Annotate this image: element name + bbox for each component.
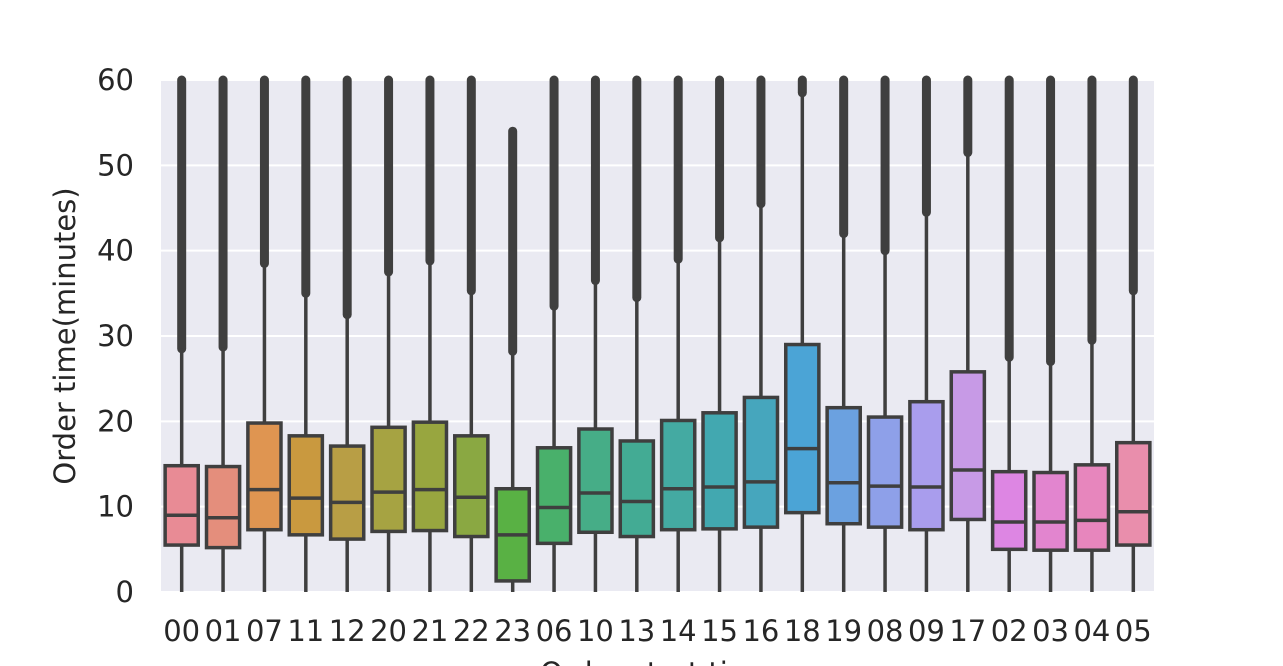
x-tick-label: 02 (991, 614, 1028, 648)
x-tick-label: 03 (1032, 614, 1069, 648)
x-tick-label: 04 (1073, 614, 1110, 648)
iqr-box (1115, 440, 1152, 547)
x-tick-label: 22 (453, 614, 490, 648)
x-tick-label: 08 (867, 614, 904, 648)
x-tick-label: 20 (370, 614, 407, 648)
y-tick-label: 50 (97, 148, 134, 182)
box-22 (453, 75, 490, 592)
x-tick-label: 12 (329, 614, 366, 648)
iqr-box (246, 421, 283, 532)
box-06 (535, 75, 573, 592)
iqr-box (825, 405, 862, 526)
box-20 (370, 75, 407, 592)
x-tick-label: 11 (287, 614, 324, 648)
box-00 (163, 75, 200, 592)
box-16 (742, 75, 780, 592)
x-tick-label: 21 (411, 614, 448, 648)
box-05 (1115, 75, 1152, 592)
iqr-box (1032, 470, 1069, 552)
x-tick-label: 09 (908, 614, 945, 648)
x-tick-label: 16 (742, 614, 779, 648)
y-tick-label: 10 (97, 490, 134, 524)
box-01 (204, 75, 242, 592)
box-02 (990, 75, 1028, 592)
iqr-box (453, 434, 490, 539)
box-15 (701, 75, 738, 592)
box-03 (1032, 75, 1069, 592)
iqr-box (370, 425, 407, 534)
x-axis-label: Order start time (540, 656, 774, 666)
y-axis-label: Order time(minutes) (48, 187, 82, 484)
box-17 (949, 75, 987, 592)
x-tick-label: 05 (1115, 614, 1152, 648)
box-18 (784, 75, 821, 592)
x-tick-label: 01 (205, 614, 242, 648)
box-08 (866, 75, 904, 592)
x-tick-label: 07 (246, 614, 283, 648)
y-tick-label: 60 (97, 63, 134, 97)
box-19 (825, 75, 862, 592)
x-tick-label: 17 (949, 614, 986, 648)
y-tick-label: 40 (97, 234, 134, 268)
x-tick-label: 14 (660, 614, 697, 648)
x-tick-label: 15 (701, 614, 738, 648)
x-tick-label: 19 (825, 614, 862, 648)
box-14 (659, 75, 697, 592)
box-09 (908, 75, 945, 592)
iqr-box (990, 469, 1028, 552)
box-13 (618, 75, 656, 592)
iqr-box (1073, 463, 1111, 552)
y-ticks: 0 10 20 30 40 50 60 (97, 63, 134, 609)
y-tick-label: 20 (97, 404, 134, 438)
x-tick-label: 06 (536, 614, 573, 648)
x-tick-label: 00 (163, 614, 200, 648)
iqr-box (535, 446, 573, 546)
x-tick-label: 13 (618, 614, 655, 648)
iqr-box (908, 399, 945, 532)
iqr-box (204, 464, 242, 550)
iqr-box (866, 415, 904, 529)
box-11 (287, 75, 325, 592)
iqr-box (701, 411, 738, 531)
iqr-box (659, 418, 697, 532)
iqr-box (784, 342, 821, 515)
box-04 (1073, 75, 1111, 592)
x-tick-label: 23 (494, 614, 531, 648)
y-tick-label: 0 (116, 575, 134, 609)
iqr-box (328, 444, 366, 541)
grid-lines (161, 79, 1154, 593)
iqr-box (163, 463, 200, 547)
iqr-box (411, 420, 449, 533)
iqr-box (577, 427, 614, 535)
iqr-box (949, 370, 987, 522)
x-ticks: 00 01 07 11 12 20 21 22 23 06 10 13 14 15 16 18 19 08 09 17… (163, 614, 1152, 648)
box-21 (411, 75, 449, 592)
y-tick-label: 30 (97, 319, 134, 353)
iqr-box (618, 439, 656, 539)
x-tick-label: 18 (784, 614, 821, 648)
iqr-box (287, 434, 325, 537)
iqr-box (742, 395, 780, 529)
box-07 (246, 75, 283, 592)
box-23 (494, 126, 531, 592)
box-12 (328, 75, 366, 592)
box-10 (577, 75, 614, 592)
x-tick-label: 10 (577, 614, 614, 648)
boxes-group (163, 75, 1152, 592)
